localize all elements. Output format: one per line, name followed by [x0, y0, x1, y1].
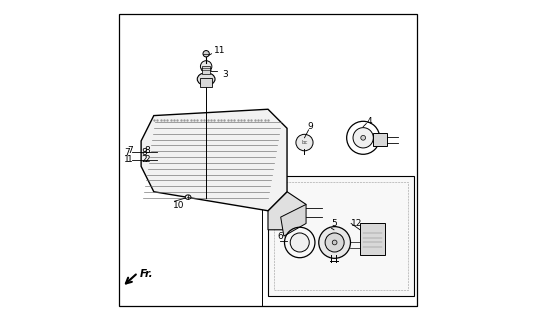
Ellipse shape	[290, 233, 309, 252]
Ellipse shape	[319, 227, 351, 258]
Ellipse shape	[200, 61, 212, 72]
Ellipse shape	[203, 51, 210, 57]
Ellipse shape	[197, 73, 215, 85]
Text: 1: 1	[127, 156, 132, 164]
Ellipse shape	[353, 128, 373, 148]
Polygon shape	[373, 133, 387, 146]
Text: 2: 2	[142, 156, 147, 164]
Text: bc: bc	[301, 140, 308, 145]
Text: Fr.: Fr.	[139, 269, 153, 279]
Ellipse shape	[361, 135, 366, 140]
Text: 6: 6	[278, 232, 283, 241]
Text: 4: 4	[366, 117, 372, 126]
Text: 10: 10	[173, 202, 184, 211]
Text: 3: 3	[222, 70, 228, 79]
Text: 7: 7	[127, 146, 132, 155]
Polygon shape	[360, 223, 385, 255]
Text: 5: 5	[331, 219, 337, 228]
Polygon shape	[141, 109, 287, 211]
Polygon shape	[281, 204, 306, 236]
Bar	[274, 182, 407, 290]
Ellipse shape	[296, 134, 313, 151]
Text: 8: 8	[144, 146, 150, 155]
Ellipse shape	[185, 195, 191, 199]
Bar	[200, 77, 212, 87]
Text: 9: 9	[308, 122, 314, 131]
Bar	[268, 176, 414, 296]
Ellipse shape	[325, 233, 344, 252]
Bar	[202, 66, 210, 74]
Ellipse shape	[332, 240, 337, 245]
Text: 2: 2	[144, 156, 150, 164]
Text: 7: 7	[124, 148, 130, 156]
Polygon shape	[268, 192, 306, 230]
Text: 12: 12	[351, 219, 362, 228]
Text: 11: 11	[214, 46, 226, 55]
Text: 8: 8	[142, 148, 147, 156]
Text: 1: 1	[124, 156, 130, 164]
